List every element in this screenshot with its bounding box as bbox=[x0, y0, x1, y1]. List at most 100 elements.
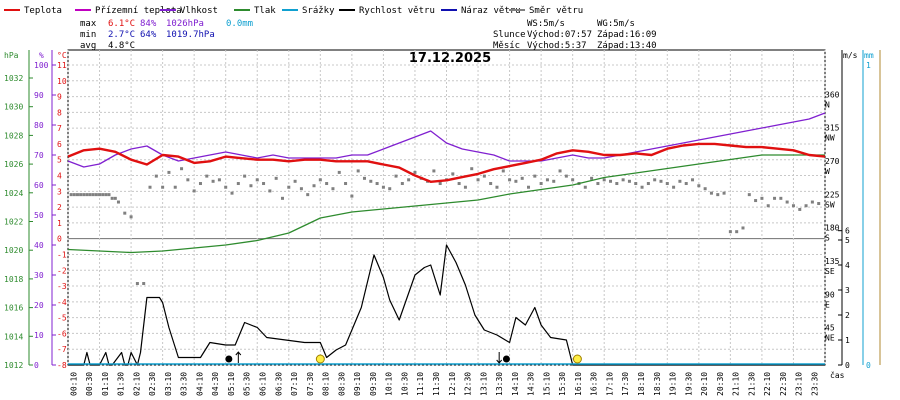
wind-dir-point bbox=[501, 169, 505, 173]
wind-dir-point bbox=[457, 182, 461, 186]
time-tick: 23:30 bbox=[810, 372, 819, 396]
time-tick: 01:30 bbox=[117, 372, 126, 396]
time-tick-label: 02:10 bbox=[132, 372, 141, 396]
legend-label-precip: Srážky bbox=[302, 6, 335, 16]
astro-moonrise: Východ:5:37 bbox=[527, 41, 587, 51]
temp-tick-label: 4 bbox=[57, 172, 62, 181]
time-tick: 13:30 bbox=[495, 372, 504, 396]
temp-tick-label: 8 bbox=[57, 108, 62, 117]
wind-dir-point bbox=[255, 178, 259, 182]
temp-tick-label: -1 bbox=[57, 250, 67, 259]
wind-dir-point bbox=[135, 282, 139, 286]
grid-layer bbox=[67, 50, 826, 366]
wind-dir-point bbox=[236, 182, 240, 186]
time-tick: 03:10 bbox=[164, 372, 173, 396]
time-tick-label: 15:30 bbox=[558, 372, 567, 396]
astro-moon-label: Měsíc bbox=[493, 41, 520, 51]
time-tick-label: 06:10 bbox=[259, 372, 268, 396]
temp-unit: °C bbox=[57, 51, 67, 60]
dir-tick-deg: 90 bbox=[825, 290, 835, 299]
wind-dir-point bbox=[72, 193, 76, 197]
time-tick-label: 22:10 bbox=[763, 372, 772, 396]
legend-label-pressure: Tlak bbox=[254, 6, 276, 16]
wind-dir-point bbox=[785, 200, 789, 204]
time-tick: 01:10 bbox=[101, 372, 110, 396]
wind-dir-point bbox=[98, 193, 102, 197]
time-tick-label: 19:10 bbox=[669, 372, 678, 396]
wind-dir-point bbox=[211, 179, 215, 183]
moonset-arrow-marker bbox=[496, 352, 503, 364]
wind-dir-point bbox=[274, 176, 278, 180]
wind-dir-point bbox=[173, 185, 177, 189]
time-tick: 19:10 bbox=[669, 372, 678, 396]
hum-tick-label: 10 bbox=[34, 331, 44, 340]
time-tick-label: 04:10 bbox=[195, 372, 204, 396]
wind-dir-point bbox=[167, 170, 171, 174]
moonset-dot-marker bbox=[502, 355, 510, 363]
ms-tick-label: 6 bbox=[845, 227, 850, 236]
hum-tick-label: 20 bbox=[34, 301, 44, 310]
time-tick: 09:30 bbox=[369, 372, 378, 396]
wind-dir-point bbox=[230, 191, 234, 195]
ms-tick-label: 3 bbox=[845, 286, 850, 295]
wind-dir-point bbox=[653, 178, 657, 182]
time-tick: 11:10 bbox=[416, 372, 425, 396]
wind-dir-point bbox=[451, 172, 455, 176]
wind-dir-point bbox=[747, 193, 751, 197]
hpa-unit: hPa bbox=[4, 51, 19, 60]
time-tick-label: 05:30 bbox=[243, 372, 252, 396]
wind-dir-point bbox=[489, 182, 493, 186]
wind-dir-point bbox=[82, 193, 86, 197]
wind-dir-point bbox=[495, 185, 499, 189]
wind-dir-point bbox=[350, 194, 354, 198]
wind-dir-point bbox=[728, 230, 732, 234]
wind-dir-point bbox=[672, 185, 676, 189]
wind-dir-point bbox=[810, 200, 814, 204]
mm-unit: mm bbox=[864, 51, 874, 60]
stat-max-rain: 0.0mm bbox=[226, 19, 253, 29]
stats-block: max 6.1°C 84% 1026hPa 0.0mm min 2.7°C 64… bbox=[80, 19, 253, 51]
hum-tick-label: 0 bbox=[34, 361, 39, 370]
wind-dir-point bbox=[596, 182, 600, 186]
time-tick: 06:30 bbox=[274, 372, 283, 396]
wind-dir-point bbox=[249, 184, 253, 188]
time-tick: 17:10 bbox=[605, 372, 614, 396]
time-tick-label: 16:10 bbox=[574, 372, 583, 396]
wind-dir-point bbox=[482, 174, 486, 178]
time-tick: 19:30 bbox=[684, 372, 693, 396]
wind-dir-point bbox=[634, 182, 638, 186]
wind-dir-point bbox=[356, 169, 360, 173]
wind-dir-point bbox=[590, 176, 594, 180]
sunset-sun-marker bbox=[572, 354, 582, 364]
wind-dir-point bbox=[243, 174, 247, 178]
wind-dir-point bbox=[129, 215, 133, 219]
wind-dir-point bbox=[773, 196, 777, 200]
time-tick-label: 20:10 bbox=[700, 372, 709, 396]
time-tick-label: 10:30 bbox=[400, 372, 409, 396]
temp-tick-label: 1 bbox=[57, 219, 62, 228]
temp-tick-label: 10 bbox=[57, 77, 67, 86]
wind-dir-point bbox=[520, 176, 524, 180]
wind-dir-point bbox=[331, 187, 335, 191]
astro-sunset: Západ:16:09 bbox=[597, 30, 657, 40]
wind-dir-point bbox=[75, 193, 79, 197]
moonrise-dot-marker bbox=[225, 355, 233, 363]
time-tick: 22:10 bbox=[763, 372, 772, 396]
stat-min-label: min bbox=[80, 30, 96, 40]
temp-tick-label: 9 bbox=[57, 93, 62, 102]
wind-dir-point bbox=[192, 189, 196, 193]
wind-dir-point bbox=[142, 282, 146, 286]
time-tick-label: 06:30 bbox=[274, 372, 283, 396]
stat-max-press: 1026hPa bbox=[166, 19, 204, 29]
time-tick-label: 12:10 bbox=[448, 372, 457, 396]
wind-dir-point bbox=[362, 176, 366, 180]
wind-dir-point bbox=[659, 179, 663, 183]
wind-dir-point bbox=[293, 179, 297, 183]
pressure-line bbox=[67, 154, 825, 254]
hpa-tick-label: 1032 bbox=[4, 74, 23, 83]
temp-tick-label: 2 bbox=[57, 203, 62, 212]
time-tick: 08:10 bbox=[322, 372, 331, 396]
ms-tick-label: 5 bbox=[845, 236, 850, 245]
hpa-tick-label: 1026 bbox=[4, 160, 23, 169]
